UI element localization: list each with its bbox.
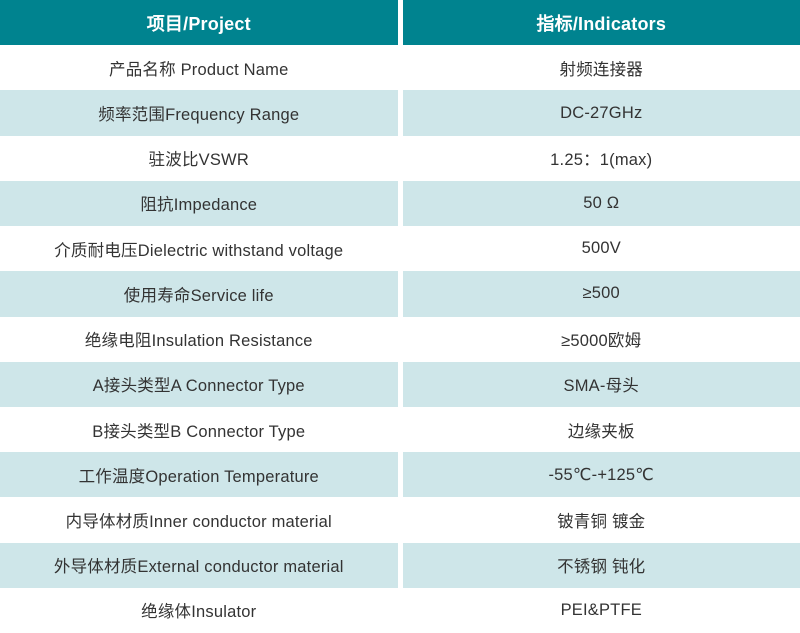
indicator-cell: ≥5000欧姆 bbox=[402, 316, 800, 362]
table-row: B接头类型B Connector Type 边缘夹板 bbox=[0, 406, 800, 453]
project-cell: 产品名称 Product Name bbox=[0, 45, 398, 91]
indicator-cell: 50 Ω bbox=[402, 180, 800, 227]
indicator-cell: 500V bbox=[402, 226, 800, 272]
table-row: A接头类型A Connector Type SMA-母头 bbox=[0, 361, 800, 407]
table-row: 介质耐电压Dielectric withstand voltage 500V bbox=[0, 226, 800, 272]
table-row: 工作温度Operation Temperature -55℃-+125℃ bbox=[0, 452, 800, 498]
indicator-cell: 1.25：1(max) bbox=[402, 135, 800, 181]
project-cell: 频率范围Frequency Range bbox=[0, 90, 398, 136]
project-cell: 介质耐电压Dielectric withstand voltage bbox=[0, 226, 398, 272]
project-cell: B接头类型B Connector Type bbox=[0, 406, 398, 453]
table-row: 绝缘体Insulator PEI&PTFE bbox=[0, 587, 800, 633]
table-row: 频率范围Frequency Range DC-27GHz bbox=[0, 90, 800, 136]
project-cell: 使用寿命Service life bbox=[0, 271, 398, 317]
project-cell: 工作温度Operation Temperature bbox=[0, 452, 398, 498]
indicator-cell: 不锈钢 钝化 bbox=[402, 542, 800, 588]
table-row: 外导体材质External conductor material 不锈钢 钝化 bbox=[0, 542, 800, 588]
indicator-cell: 射频连接器 bbox=[402, 45, 800, 91]
project-cell: 内导体材质Inner conductor material bbox=[0, 497, 398, 543]
indicator-cell: ≥500 bbox=[402, 271, 800, 317]
table-header-row: 项目/Project 指标/Indicators bbox=[0, 0, 800, 46]
indicator-cell: 边缘夹板 bbox=[402, 406, 800, 453]
indicator-cell: 铍青铜 镀金 bbox=[402, 497, 800, 543]
indicator-cell: DC-27GHz bbox=[402, 90, 800, 136]
header-cell-indicators: 指标/Indicators bbox=[402, 0, 800, 46]
project-cell: 阻抗Impedance bbox=[0, 180, 398, 227]
header-cell-project: 项目/Project bbox=[0, 0, 398, 46]
table-row: 绝缘电阻Insulation Resistance ≥5000欧姆 bbox=[0, 316, 800, 362]
project-cell: 外导体材质External conductor material bbox=[0, 542, 398, 588]
project-cell: 驻波比VSWR bbox=[0, 135, 398, 181]
indicator-cell: SMA-母头 bbox=[402, 361, 800, 407]
table-row: 产品名称 Product Name 射频连接器 bbox=[0, 45, 800, 91]
indicator-cell: -55℃-+125℃ bbox=[402, 452, 800, 498]
indicator-cell: PEI&PTFE bbox=[402, 587, 800, 633]
project-cell: 绝缘电阻Insulation Resistance bbox=[0, 316, 398, 362]
table-row: 使用寿命Service life ≥500 bbox=[0, 271, 800, 317]
project-cell: 绝缘体Insulator bbox=[0, 587, 398, 633]
table-row: 驻波比VSWR 1.25：1(max) bbox=[0, 135, 800, 181]
project-cell: A接头类型A Connector Type bbox=[0, 361, 398, 407]
table-row: 阻抗Impedance 50 Ω bbox=[0, 180, 800, 227]
table-row: 内导体材质Inner conductor material 铍青铜 镀金 bbox=[0, 497, 800, 543]
